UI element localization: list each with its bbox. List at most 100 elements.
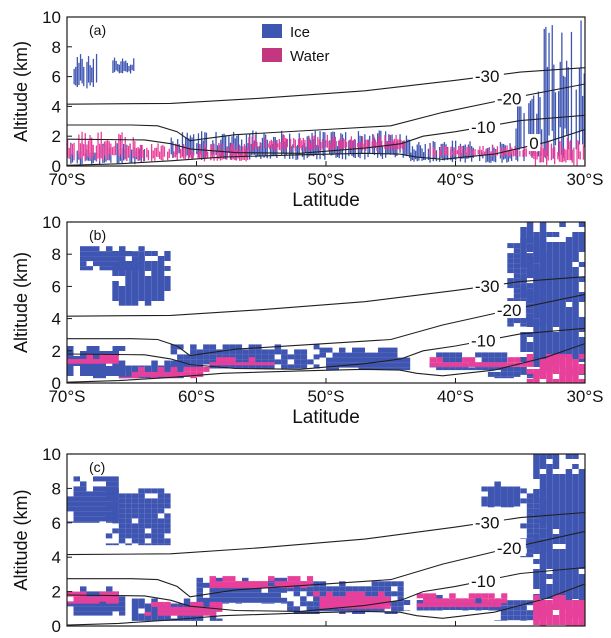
water-streak	[566, 137, 569, 161]
ice-cell	[572, 352, 579, 357]
ice-cell	[235, 587, 242, 593]
ice-cell	[138, 256, 145, 261]
water-cell	[501, 362, 508, 367]
ice-cell	[404, 367, 411, 371]
water-cell	[565, 359, 573, 364]
ice-cell	[559, 282, 566, 287]
water-cell	[93, 596, 100, 602]
contour-label-bg	[472, 276, 504, 294]
temperature-contour	[67, 327, 585, 370]
water-cell	[319, 601, 326, 607]
water-cell	[429, 593, 437, 599]
ice-cell	[274, 597, 281, 603]
ice-cell	[86, 601, 93, 607]
water-cell	[552, 595, 560, 600]
ice-cell	[99, 261, 106, 267]
water-streak	[189, 148, 191, 158]
water-streak	[281, 135, 284, 149]
ice-cell	[533, 498, 540, 504]
ice-cell	[526, 273, 534, 279]
ice-cell	[578, 262, 585, 267]
water-cell	[546, 615, 553, 620]
ice-cell	[520, 610, 527, 616]
ice-cell	[339, 347, 346, 353]
water-cell	[378, 591, 385, 597]
water-streak	[329, 143, 332, 150]
ice-cell	[546, 499, 553, 504]
ice-cell	[533, 293, 540, 299]
ice-cell	[572, 237, 579, 242]
ice-cell	[513, 501, 521, 507]
ice-cell	[196, 577, 203, 583]
water-cell	[80, 359, 87, 364]
water-cell	[501, 593, 508, 599]
ice-cell	[539, 564, 547, 569]
ice-streak	[292, 144, 294, 159]
water-cell	[67, 591, 74, 597]
ice-cell	[157, 286, 165, 291]
water-cell	[222, 581, 229, 587]
water-cell	[80, 591, 87, 597]
ice-cell	[190, 354, 197, 360]
ice-streak	[511, 152, 513, 161]
water-region	[209, 576, 314, 589]
ice-cell	[526, 227, 534, 232]
ice-streak	[528, 103, 530, 146]
ice-cell	[578, 357, 585, 362]
ice-streak	[289, 133, 291, 159]
ice-cell	[73, 511, 80, 517]
ice-cell	[546, 342, 553, 347]
ice-cell	[86, 346, 93, 351]
water-cell	[157, 366, 165, 372]
ice-cell	[397, 367, 404, 371]
ice-cell	[578, 544, 585, 549]
ice-cell	[164, 498, 171, 504]
ice-cell	[119, 611, 126, 616]
ice-cell	[112, 493, 119, 499]
water-streak	[146, 147, 148, 158]
water-cell	[468, 357, 476, 363]
water-cell	[216, 586, 223, 589]
ice-cell	[494, 501, 501, 507]
water-streak	[547, 141, 549, 161]
ice-streak	[531, 98, 533, 158]
ice-cell	[196, 597, 203, 603]
ice-cell	[565, 544, 573, 549]
x-tick-label: 40°S	[437, 170, 474, 189]
ice-cell	[539, 313, 547, 319]
water-cell	[183, 366, 191, 372]
ice-cell	[481, 357, 489, 363]
ice-streak	[308, 135, 310, 157]
ice-cell	[565, 252, 573, 257]
ice-cell	[255, 597, 262, 603]
ice-cell	[565, 342, 573, 347]
water-streak	[530, 148, 532, 157]
water-cell	[501, 598, 508, 604]
ice-streak	[234, 138, 236, 160]
ice-cell	[384, 352, 391, 358]
water-cell	[533, 605, 540, 610]
ice-cell	[507, 243, 514, 249]
ice-cell	[106, 266, 113, 271]
ice-cell	[138, 538, 145, 544]
ice-cell	[513, 298, 521, 304]
ice-cell	[565, 479, 573, 484]
ice-cell	[539, 308, 547, 314]
ice-cell	[229, 597, 236, 603]
ice-cell	[112, 488, 119, 494]
water-cell	[319, 596, 326, 602]
ice-cell	[365, 586, 372, 592]
water-streak	[384, 135, 386, 150]
ice-streak	[539, 97, 541, 163]
ice-cell	[67, 366, 74, 371]
y-tick-label: 0	[52, 157, 61, 176]
water-cell	[99, 359, 106, 364]
ice-cell	[384, 362, 391, 368]
ice-cell	[119, 606, 126, 612]
water-cell	[539, 605, 547, 610]
ice-cell	[105, 533, 113, 539]
water-cell	[507, 357, 515, 363]
ice-cell	[112, 291, 119, 296]
water-streak	[71, 143, 74, 156]
water-cell	[177, 371, 184, 377]
